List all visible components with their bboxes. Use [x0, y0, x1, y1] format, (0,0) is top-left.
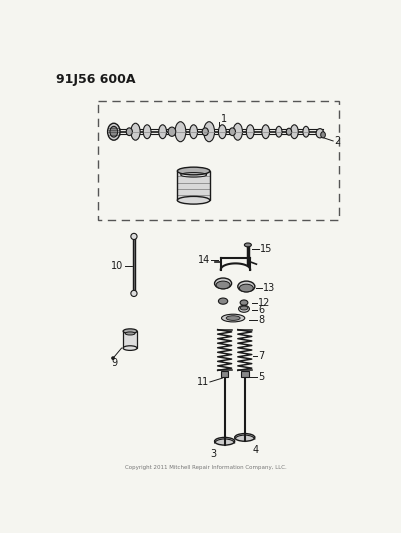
Ellipse shape — [226, 316, 239, 320]
Ellipse shape — [244, 243, 251, 247]
Bar — [98, 101, 338, 220]
Ellipse shape — [168, 127, 175, 136]
Ellipse shape — [109, 126, 117, 137]
Ellipse shape — [239, 306, 247, 310]
Ellipse shape — [237, 281, 254, 292]
Bar — [220, 371, 228, 377]
Ellipse shape — [239, 284, 253, 292]
Ellipse shape — [275, 126, 281, 137]
Circle shape — [111, 357, 114, 359]
Ellipse shape — [261, 125, 269, 139]
Text: 1: 1 — [220, 115, 226, 124]
Ellipse shape — [246, 125, 253, 139]
Text: 11: 11 — [196, 377, 209, 387]
Ellipse shape — [229, 128, 235, 135]
Text: 2: 2 — [334, 136, 340, 146]
Circle shape — [130, 233, 137, 239]
Text: 5: 5 — [257, 373, 263, 382]
Bar — [177, 171, 209, 200]
Text: 4: 4 — [252, 445, 258, 455]
Text: 8: 8 — [257, 314, 263, 325]
Ellipse shape — [320, 132, 324, 138]
Ellipse shape — [203, 122, 214, 142]
Ellipse shape — [107, 123, 120, 140]
Text: 9: 9 — [111, 358, 117, 368]
Ellipse shape — [158, 125, 166, 139]
Ellipse shape — [177, 196, 209, 204]
Ellipse shape — [216, 281, 229, 289]
Text: 12: 12 — [257, 297, 269, 308]
Ellipse shape — [218, 125, 226, 139]
Ellipse shape — [125, 332, 135, 335]
Ellipse shape — [214, 278, 231, 289]
Ellipse shape — [130, 123, 140, 140]
Ellipse shape — [234, 433, 254, 441]
Ellipse shape — [315, 128, 323, 138]
Circle shape — [130, 290, 137, 296]
Ellipse shape — [177, 167, 209, 175]
Ellipse shape — [143, 125, 151, 139]
Ellipse shape — [123, 329, 137, 334]
Ellipse shape — [238, 305, 249, 312]
Ellipse shape — [239, 300, 247, 305]
Text: 15: 15 — [259, 244, 271, 254]
Text: 91J56 600A: 91J56 600A — [56, 73, 136, 86]
Text: Copyright 2011 Mitchell Repair Information Company, LLC.: Copyright 2011 Mitchell Repair Informati… — [125, 465, 286, 470]
Bar — [123, 331, 137, 348]
Ellipse shape — [290, 125, 298, 139]
Ellipse shape — [214, 438, 234, 445]
Text: 14: 14 — [197, 255, 209, 264]
Ellipse shape — [218, 298, 227, 304]
Ellipse shape — [189, 125, 197, 139]
Ellipse shape — [174, 122, 185, 142]
Ellipse shape — [286, 128, 291, 135]
Ellipse shape — [233, 123, 242, 140]
Text: 3: 3 — [210, 449, 216, 458]
Text: 7: 7 — [257, 351, 263, 361]
Ellipse shape — [126, 128, 132, 135]
Ellipse shape — [221, 314, 244, 322]
Text: 6: 6 — [257, 305, 263, 316]
Text: 13: 13 — [262, 283, 274, 293]
Bar — [240, 371, 248, 377]
Text: 10: 10 — [111, 261, 123, 271]
Ellipse shape — [123, 346, 137, 350]
Ellipse shape — [202, 128, 208, 135]
Ellipse shape — [302, 126, 308, 137]
